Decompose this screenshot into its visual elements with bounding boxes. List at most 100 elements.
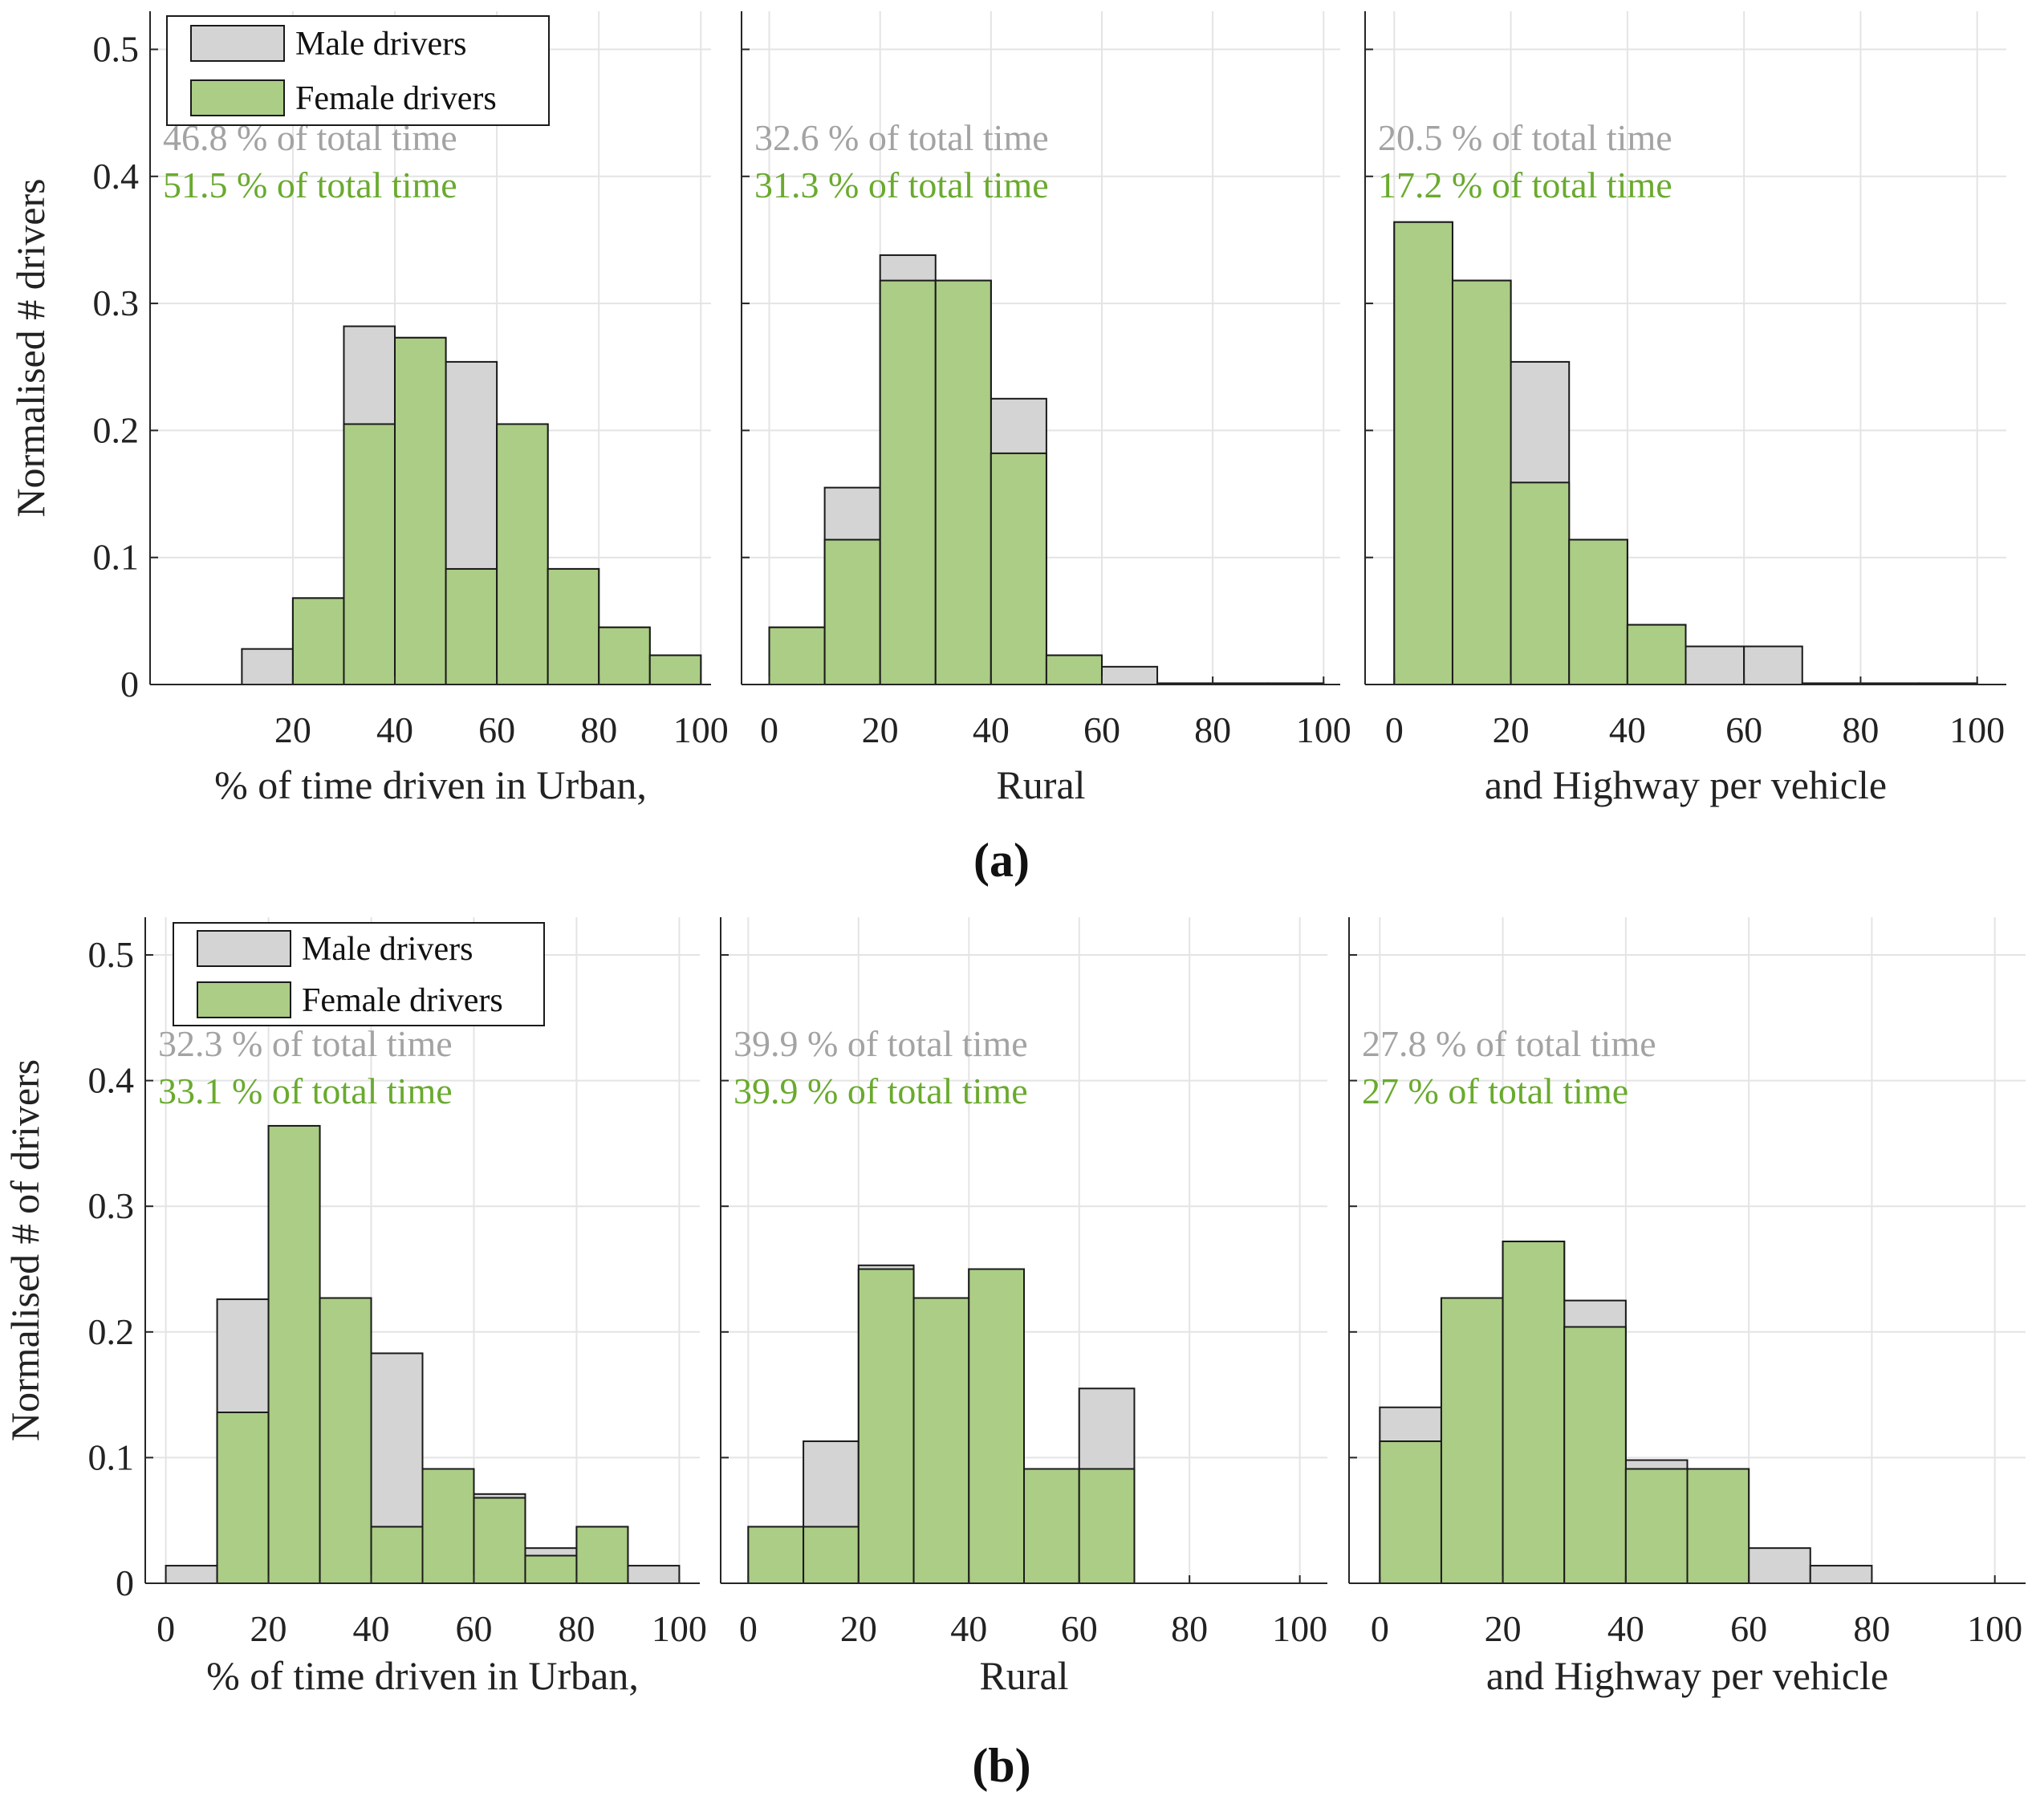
male-share-annotation: 32.6 % of total time [754, 117, 1049, 158]
male-share-annotation: 20.5 % of total time [1378, 117, 1672, 158]
legend: Male drivers Female drivers [166, 15, 550, 126]
y-tick-label: 0.2 [93, 409, 140, 450]
female-bar [445, 567, 498, 686]
female-share-annotation: 31.3 % of total time [754, 165, 1049, 205]
x-axis-label: % of time driven in Urban, [206, 1653, 639, 1698]
female-share-annotation: 51.5 % of total time [163, 165, 457, 205]
female-bar [1078, 1468, 1136, 1585]
y-tick-label: 0.3 [93, 282, 140, 323]
x-tick-label: 100 [1967, 1608, 2022, 1649]
figure-label: (a) [973, 834, 1030, 887]
male-share-annotation: 27.8 % of total time [1362, 1023, 1656, 1064]
panel-highway: 0 20 40 60 80 100 and Highway per vehicle 27.8 … [1348, 917, 2026, 1698]
female-bar [1563, 1326, 1627, 1585]
male-bar [627, 1565, 681, 1584]
x-tick-label: 100 [1272, 1608, 1327, 1649]
legend: Male drivers Female drivers [173, 922, 545, 1026]
x-tick-label: 100 [1296, 709, 1351, 750]
panel-urban: 0 0.1 0.2 0.3 0.4 0.5 20 40 60 80 100 % of time dri… [93, 11, 729, 807]
x-tick-label: 60 [1083, 709, 1120, 750]
legend-male-swatch [190, 25, 285, 62]
y-tick-label: 0.3 [88, 1185, 135, 1226]
female-bar [394, 336, 447, 685]
x-tick-label: 80 [558, 1608, 595, 1649]
female-bar [803, 1525, 860, 1585]
female-bar [934, 279, 992, 685]
female-bar [319, 1297, 372, 1584]
figure-label: (b) [972, 1739, 1030, 1792]
female-bar [990, 452, 1047, 685]
female-bar [1626, 624, 1687, 685]
female-bar [968, 1268, 1025, 1585]
x-axis-label: Rural [979, 1653, 1068, 1698]
female-bar [1023, 1468, 1080, 1585]
legend-female-swatch [197, 981, 291, 1018]
female-bar [291, 597, 345, 686]
x-tick-label: 40 [1607, 1608, 1644, 1649]
panel-rural: 0 20 40 60 80 100 Rural 39.9 % of total time 39.… [720, 917, 1327, 1698]
x-tick-label: 0 [760, 709, 778, 750]
female-bar [267, 1124, 321, 1584]
legend-male-swatch [197, 930, 291, 967]
female-bar [473, 1497, 526, 1584]
female-bar [421, 1468, 475, 1585]
x-tick-label: 0 [1385, 709, 1404, 750]
male-bar [241, 648, 294, 686]
legend-female-swatch [190, 79, 285, 116]
female-bar [1568, 538, 1628, 685]
x-tick-label: 80 [1194, 709, 1231, 750]
legend-male-label: Male drivers [302, 931, 473, 968]
y-tick-label: 0.5 [93, 28, 140, 69]
x-tick-label: 60 [1725, 709, 1762, 750]
panel-highway: 0 20 40 60 80 100 and Highway per vehicle 20.5 … [1364, 11, 2006, 807]
x-tick-label: 40 [353, 1608, 390, 1649]
y-tick-label: 0 [116, 1562, 134, 1603]
male-bar [1743, 645, 1803, 686]
x-axis-label: and Highway per vehicle [1486, 1653, 1888, 1698]
x-tick-label: 20 [274, 709, 311, 750]
female-bar [1379, 1440, 1442, 1584]
y-tick-label: 0.4 [88, 1060, 135, 1101]
female-bar [857, 1268, 915, 1585]
female-bar [1440, 1297, 1504, 1584]
y-axis-label: Normalised # of drivers [2, 1059, 47, 1441]
panel-urban: 0 0.1 0.2 0.3 0.4 0.5 0 20 40 60 80 100 % of time dr… [88, 917, 707, 1698]
female-share-annotation: 39.9 % of total time [734, 1070, 1028, 1111]
female-bar [343, 423, 396, 685]
y-tick-label: 0.1 [93, 537, 140, 578]
female-bar [912, 1297, 970, 1584]
female-share-annotation: 17.2 % of total time [1378, 165, 1672, 205]
male-bar [165, 1565, 218, 1584]
male-bar [1748, 1547, 1811, 1585]
male-bar [1809, 1565, 1873, 1584]
legend-female-label: Female drivers [295, 80, 497, 117]
male-share-annotation: 32.3 % of total time [158, 1023, 453, 1064]
y-axis-label: Normalised # drivers [8, 178, 53, 517]
x-tick-label: 0 [156, 1608, 175, 1649]
x-tick-label: 80 [580, 709, 617, 750]
female-share-annotation: 33.1 % of total time [158, 1070, 453, 1111]
x-tick-label: 20 [250, 1608, 287, 1649]
female-bar [879, 279, 937, 685]
x-tick-label: 20 [1493, 709, 1530, 750]
y-tick-label: 0.5 [88, 934, 135, 975]
male-share-annotation: 39.9 % of total time [734, 1023, 1028, 1064]
figure-a: 0 0.1 0.2 0.3 0.4 0.5 20 40 60 80 100 % of time dri… [8, 11, 2006, 887]
female-bar [1045, 654, 1103, 686]
legend-female-label: Female drivers [302, 982, 503, 1019]
female-bar [216, 1412, 270, 1585]
x-tick-label: 60 [1730, 1608, 1767, 1649]
x-tick-label: 100 [673, 709, 729, 750]
y-tick-label: 0.2 [88, 1311, 135, 1352]
y-tick-label: 0.4 [93, 156, 140, 197]
x-tick-label: 100 [652, 1608, 707, 1649]
female-bar [1686, 1468, 1750, 1585]
female-bar [648, 654, 702, 686]
x-tick-label: 0 [1371, 1608, 1389, 1649]
x-tick-label: 80 [1171, 1608, 1208, 1649]
x-tick-label: 40 [1609, 709, 1646, 750]
x-axis-label: and Highway per vehicle [1485, 762, 1887, 807]
x-tick-label: 20 [840, 1608, 877, 1649]
female-bar [524, 1554, 578, 1584]
